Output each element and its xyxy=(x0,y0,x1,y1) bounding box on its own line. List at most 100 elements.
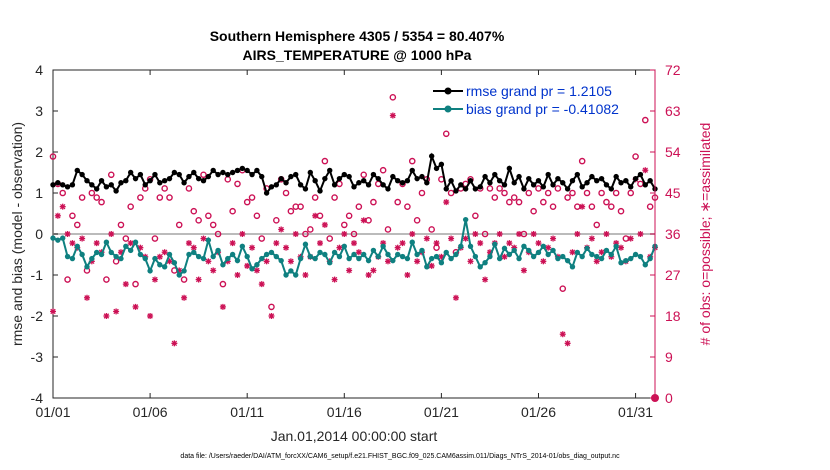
rmse-point xyxy=(84,178,90,184)
rmse-point xyxy=(127,169,134,176)
bias-point xyxy=(259,255,265,262)
obs-assimilated-point xyxy=(564,340,571,347)
obs-possible-point xyxy=(156,194,164,201)
bias-point xyxy=(157,262,163,268)
obs-assimilated-point xyxy=(103,313,110,319)
obs-assimilated-point xyxy=(448,235,455,242)
bias-point xyxy=(225,255,231,262)
rmse-point xyxy=(263,190,270,196)
obs-assimilated-point xyxy=(545,244,552,251)
rmse-point xyxy=(137,171,144,178)
bias-point xyxy=(433,253,440,260)
obs-assimilated-point xyxy=(50,308,56,315)
rmse-point xyxy=(200,178,207,184)
obs-possible-point xyxy=(355,203,363,210)
legend-rmse-marker xyxy=(444,87,452,95)
y-axis-label-left: rmse and bias (model - observation) xyxy=(9,122,25,346)
rmse-point xyxy=(385,186,391,192)
bias-point xyxy=(564,257,571,264)
obs-possible-point xyxy=(569,189,576,197)
obs-possible-point xyxy=(326,235,334,242)
obs-possible-point xyxy=(214,230,222,238)
obs-possible-point xyxy=(268,303,275,311)
rmse-point xyxy=(312,178,318,184)
obs-possible-point xyxy=(258,235,266,242)
obs-assimilated-point xyxy=(249,244,256,251)
obs-possible-point xyxy=(404,203,411,210)
obs-assimilated-point xyxy=(83,294,90,301)
bias-point xyxy=(336,253,343,260)
obs-assimilated-point xyxy=(331,276,338,283)
rmse-point xyxy=(302,186,309,192)
bias-point xyxy=(579,253,585,260)
bias-point xyxy=(297,255,304,262)
obs-possible-point xyxy=(180,276,188,283)
y-tick-label-left: 2 xyxy=(35,144,43,160)
bias-point xyxy=(307,253,314,260)
rmse-point xyxy=(482,173,488,180)
obs-assimilated-point xyxy=(389,112,396,119)
bias-point xyxy=(152,255,158,262)
bias-point xyxy=(113,253,119,260)
bias-point xyxy=(608,251,615,258)
bias-point xyxy=(467,243,474,249)
obs-possible-point xyxy=(544,189,552,197)
obs-possible-point xyxy=(641,116,649,124)
obs-possible-point xyxy=(394,198,401,206)
rmse-point xyxy=(569,178,576,184)
bias-point xyxy=(530,253,537,260)
obs-assimilated-point xyxy=(64,231,71,237)
obs-assimilated-point xyxy=(292,231,299,237)
rmse-point xyxy=(152,171,158,178)
obs-possible-point xyxy=(93,194,100,201)
obs-possible-point xyxy=(200,171,207,179)
obs-possible-point xyxy=(59,189,67,197)
rmse-point xyxy=(79,171,85,178)
bias-point xyxy=(312,255,318,262)
rmse-point xyxy=(307,169,314,176)
rmse-point xyxy=(370,171,377,178)
bias-point xyxy=(618,260,624,266)
obs-possible-point xyxy=(632,153,639,160)
obs-assimilated-point xyxy=(535,240,542,247)
bias-point xyxy=(637,253,644,260)
obs-possible-point xyxy=(360,171,368,179)
rmse-point xyxy=(516,173,522,180)
obs-assimilated-point xyxy=(593,258,600,265)
obs-assimilated-point xyxy=(302,272,309,278)
obs-possible-point xyxy=(302,230,309,238)
obs-possible-point xyxy=(340,221,348,229)
bias-point xyxy=(181,268,187,274)
bias-point xyxy=(317,249,323,256)
rmse-point xyxy=(603,182,610,188)
rmse-point xyxy=(89,182,95,188)
rmse-point xyxy=(642,182,648,188)
obs-assimilated-point xyxy=(627,235,634,242)
rmse-point xyxy=(157,180,163,186)
x-tick-label: 01/26 xyxy=(521,404,556,420)
y-tick-label-right: 54 xyxy=(665,144,681,160)
obs-possible-point xyxy=(384,226,392,233)
obs-assimilated-point xyxy=(113,308,120,315)
obs-assimilated-point xyxy=(341,231,348,237)
rmse-point xyxy=(428,153,435,159)
obs-assimilated-point xyxy=(399,240,406,247)
rmse-point xyxy=(234,167,241,174)
rmse-point xyxy=(147,178,153,184)
obs-assimilated-point xyxy=(501,253,508,260)
obs-assimilated-point xyxy=(506,240,513,247)
bias-point xyxy=(118,255,124,262)
obs-possible-point xyxy=(122,235,130,242)
obs-assimilated-point xyxy=(472,231,479,237)
obs-assimilated-point xyxy=(603,231,610,237)
obs-possible-point xyxy=(287,207,295,215)
y-tick-label-right: 36 xyxy=(665,226,681,242)
rmse-point xyxy=(448,178,454,184)
obs-assimilated-point xyxy=(127,240,134,247)
legend-rmse-label: rmse grand pr = 1.2105 xyxy=(466,83,612,99)
obs-assimilated-point xyxy=(579,203,586,210)
bias-point xyxy=(147,268,153,274)
bias-point xyxy=(550,247,556,254)
rmse-point xyxy=(443,186,449,192)
obs-assimilated-point xyxy=(151,276,158,283)
